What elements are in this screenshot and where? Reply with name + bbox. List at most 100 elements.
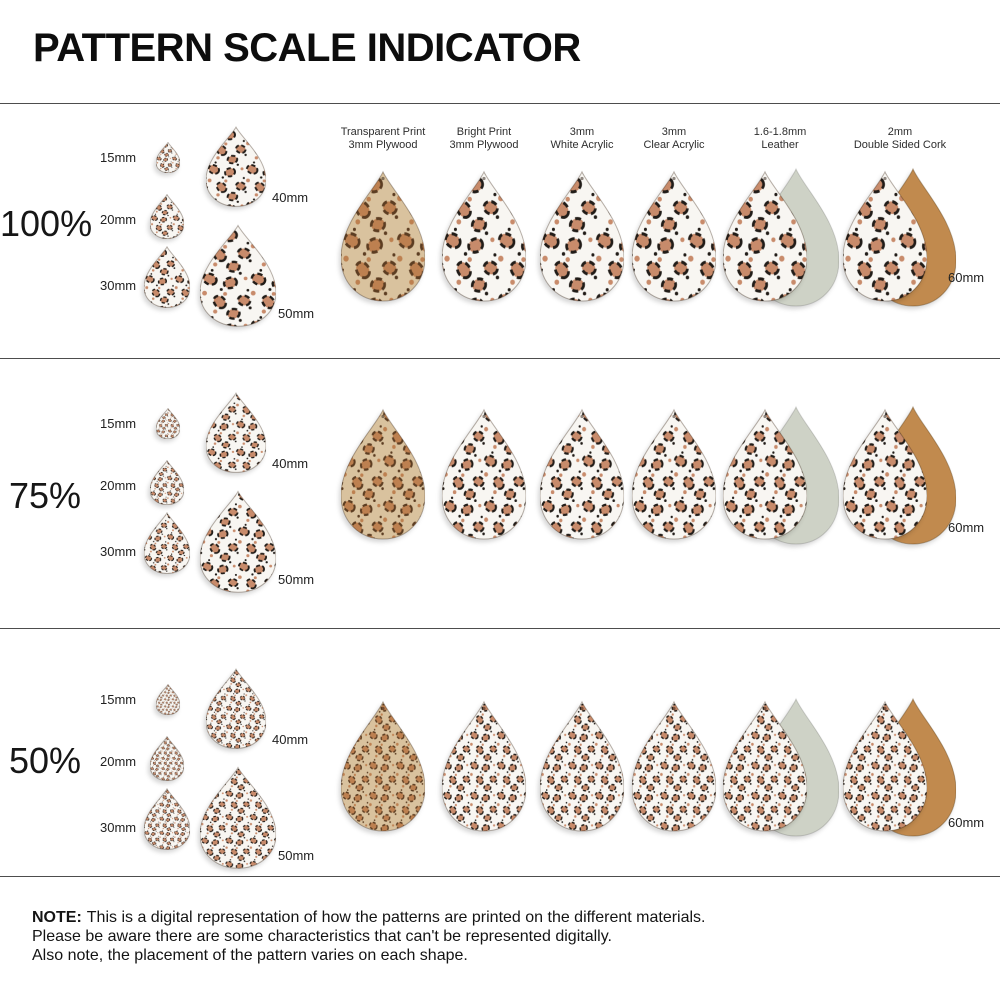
- sample-teardrop-20mm: [150, 460, 184, 505]
- teardrop-graphic: [150, 736, 184, 781]
- teardrop-graphic: [843, 408, 927, 540]
- size-label-30mm: 30mm: [100, 544, 137, 559]
- teardrop-graphic: [150, 460, 184, 505]
- note-line-2: Please be aware there are some character…: [32, 927, 706, 946]
- teardrop-graphic: [540, 408, 624, 540]
- material-line: 3mm Plywood: [348, 139, 418, 151]
- note-text-1: This is a digital representation of how …: [86, 909, 706, 926]
- teardrop-graphic: [156, 684, 180, 715]
- hang-hole: [672, 706, 676, 711]
- note-text-2: Please be aware there are some character…: [32, 928, 612, 945]
- teardrop-shape: [632, 702, 716, 831]
- hang-hole: [763, 706, 767, 711]
- swatch-white-acrylic: [540, 700, 624, 832]
- material-header-leather: 1.6-1.8mm Leather: [720, 126, 840, 152]
- teardrop-shape: [843, 702, 927, 831]
- note-line-3: Also note, the placement of the pattern …: [32, 946, 706, 965]
- scale-label-50: 50%: [8, 740, 82, 781]
- sample-teardrop-20mm: [150, 194, 184, 239]
- section-50-percent: 50% 15mm 20mm 30mm 40mm 50mm 60mm: [0, 628, 1000, 876]
- size-label-60mm: 60mm: [948, 520, 985, 535]
- teardrop-shape: [150, 737, 184, 781]
- material-line: 3mm Plywood: [449, 139, 519, 151]
- hang-hole: [763, 176, 767, 181]
- size-label-20mm: 20mm: [100, 212, 137, 227]
- swatch-white-acrylic: [540, 170, 624, 302]
- material-header-transparent-plywood: Transparent Print 3mm Plywood: [323, 126, 443, 152]
- material-line: Clear Acrylic: [643, 139, 705, 151]
- hang-hole: [482, 176, 486, 181]
- hang-hole: [381, 706, 385, 711]
- swatch-cork-front: [843, 700, 927, 832]
- material-line: Leather: [761, 139, 799, 151]
- sample-teardrop-15mm: [156, 142, 180, 173]
- teardrop-shape: [156, 142, 180, 172]
- size-label-20mm: 20mm: [100, 754, 137, 769]
- teardrop-graphic: [632, 700, 716, 832]
- material-line: Double Sided Cork: [853, 139, 947, 151]
- teardrop-graphic: [843, 700, 927, 832]
- teardrop-graphic: [723, 170, 807, 302]
- size-label-50mm: 50mm: [278, 848, 315, 863]
- teardrop-graphic: [341, 408, 425, 540]
- sample-teardrop-20mm: [150, 736, 184, 781]
- swatch-cork-front: [843, 408, 927, 540]
- swatch-clear-acrylic: [632, 700, 716, 832]
- size-label-40mm: 40mm: [272, 190, 309, 205]
- teardrop-shape: [200, 225, 276, 326]
- teardrop-shape: [156, 684, 180, 714]
- teardrop-shape: [150, 461, 184, 505]
- teardrop-shape: [144, 247, 190, 308]
- teardrop-shape: [723, 172, 807, 301]
- size-label-60mm: 60mm: [948, 815, 985, 830]
- size-label-15mm: 15mm: [100, 692, 137, 707]
- teardrop-graphic: [540, 170, 624, 302]
- swatch-leather-front: [723, 170, 807, 302]
- material-line: 3mm: [661, 126, 687, 138]
- teardrop-shape: [200, 767, 276, 868]
- hang-hole: [672, 176, 676, 181]
- material-header-clear-acrylic: 3mm Clear Acrylic: [614, 126, 734, 152]
- hang-hole: [580, 176, 584, 181]
- hang-hole: [381, 414, 385, 419]
- sample-teardrop-50mm: [200, 490, 276, 593]
- swatch-cork-front: [843, 170, 927, 302]
- sample-teardrop-15mm: [156, 684, 180, 715]
- swatch-leather-front: [723, 700, 807, 832]
- teardrop-graphic: [206, 392, 266, 473]
- divider: [0, 103, 1000, 104]
- section-75-percent: 75% 15mm 20mm 30mm 40mm 50mm 60mm: [0, 358, 1000, 628]
- size-label-15mm: 15mm: [100, 150, 137, 165]
- teardrop-shape: [442, 172, 526, 301]
- teardrop-graphic: [144, 512, 190, 574]
- sample-teardrop-40mm: [206, 392, 266, 473]
- teardrop-graphic: [200, 490, 276, 593]
- note: NOTE: This is a digital representation of…: [32, 908, 706, 965]
- swatch-transparent-print-plywood: [341, 170, 425, 302]
- hang-hole: [763, 414, 767, 419]
- note-prefix: NOTE:: [32, 909, 82, 926]
- teardrop-shape: [144, 789, 190, 850]
- teardrop-shape: [206, 393, 266, 472]
- teardrop-shape: [723, 702, 807, 831]
- size-label-20mm: 20mm: [100, 478, 137, 493]
- sample-teardrop-50mm: [200, 224, 276, 327]
- size-label-15mm: 15mm: [100, 416, 137, 431]
- teardrop-graphic: [206, 126, 266, 207]
- size-label-50mm: 50mm: [278, 306, 315, 321]
- teardrop-shape: [540, 172, 624, 301]
- teardrop-graphic: [144, 246, 190, 308]
- size-label-40mm: 40mm: [272, 732, 309, 747]
- note-text-3: Also note, the placement of the pattern …: [32, 947, 468, 964]
- sample-teardrop-50mm: [200, 766, 276, 869]
- swatch-bright-print-plywood: [442, 700, 526, 832]
- teardrop-shape: [156, 408, 180, 438]
- material-line: Bright Print: [456, 126, 512, 138]
- material-header-white-acrylic: 3mm White Acrylic: [522, 126, 642, 152]
- teardrop-graphic: [442, 170, 526, 302]
- hang-hole: [672, 414, 676, 419]
- teardrop-graphic: [200, 224, 276, 327]
- teardrop-graphic: [341, 700, 425, 832]
- teardrop-graphic: [540, 700, 624, 832]
- hang-hole: [482, 706, 486, 711]
